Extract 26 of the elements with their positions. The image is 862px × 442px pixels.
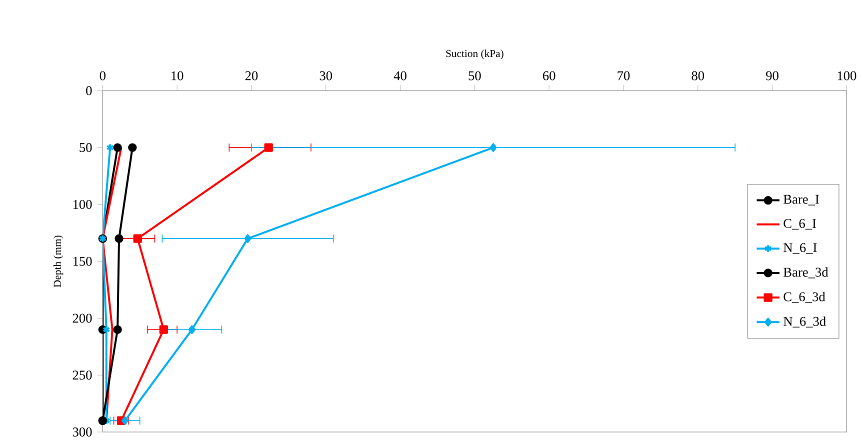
legend-label: C_6_3d (784, 292, 826, 303)
legend-label: N_6_I (784, 243, 817, 254)
y-tick-label: 100 (73, 200, 92, 209)
y-tick-label: 50 (80, 143, 92, 152)
legend-label: C_6_I (784, 219, 816, 230)
x-tick-label: 90 (766, 71, 778, 80)
x-tick-label: 100 (838, 71, 856, 80)
x-axis-title: Suction (kPa) (446, 50, 504, 60)
x-tick-label: 60 (542, 71, 556, 80)
x-tick-label: 40 (394, 71, 406, 80)
x-tick-label: 30 (320, 71, 332, 80)
y-tick-label: 150 (73, 256, 92, 266)
x-tick-label: 0 (100, 71, 106, 80)
x-tick-label: 50 (468, 71, 481, 80)
y-tick-label: 300 (72, 428, 92, 436)
x-tick-label: 10 (172, 71, 184, 80)
y-tick-label: 200 (72, 314, 92, 323)
legend-label: N_6_3d (784, 316, 826, 328)
x-tick-label: 20 (245, 71, 258, 80)
legend-label: Bare_3d (784, 267, 828, 278)
legend-label: Bare_I (784, 194, 819, 206)
y-tick-label: 0 (86, 86, 92, 96)
x-tick-label: 70 (618, 71, 630, 80)
y-tick-label: 250 (72, 370, 92, 380)
y-axis-title: Depth (mm) (53, 236, 64, 288)
x-tick-label: 80 (692, 71, 704, 80)
